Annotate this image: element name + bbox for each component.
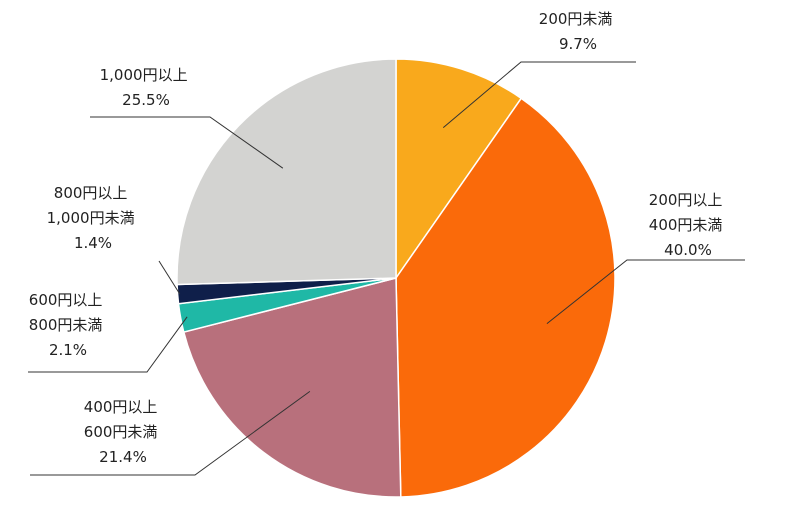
slice-label-600-800: 600円以上 800円未満 2.1% xyxy=(29,291,107,359)
pie-slice-400-600 xyxy=(182,277,402,498)
pie-slice-under-200 xyxy=(395,58,523,281)
leader-line-over-1000 xyxy=(90,116,284,169)
slice-label-200-400: 200円以上 400円未満 40.0% xyxy=(649,191,727,259)
slice-label-800-1000: 800円以上 1,000円未満 1.4% xyxy=(47,184,140,252)
leader-line-400-600 xyxy=(30,390,311,476)
slice-label-under-200: 200円未満 9.7% xyxy=(539,10,617,53)
pie-slice-over-1000 xyxy=(176,58,397,286)
leader-line-600-800 xyxy=(28,316,188,373)
pie-slice-200-400 xyxy=(395,97,616,498)
leader-line-800-1000 xyxy=(158,260,181,295)
leader-line-200-400 xyxy=(546,259,745,325)
slice-label-over-1000: 1,000円以上 25.5% xyxy=(100,66,193,109)
slice-label-400-600: 400円以上 600円未満 21.4% xyxy=(84,398,162,466)
leader-lines xyxy=(28,61,745,476)
leader-line-under-200 xyxy=(442,61,636,128)
pie-slices xyxy=(176,58,616,498)
